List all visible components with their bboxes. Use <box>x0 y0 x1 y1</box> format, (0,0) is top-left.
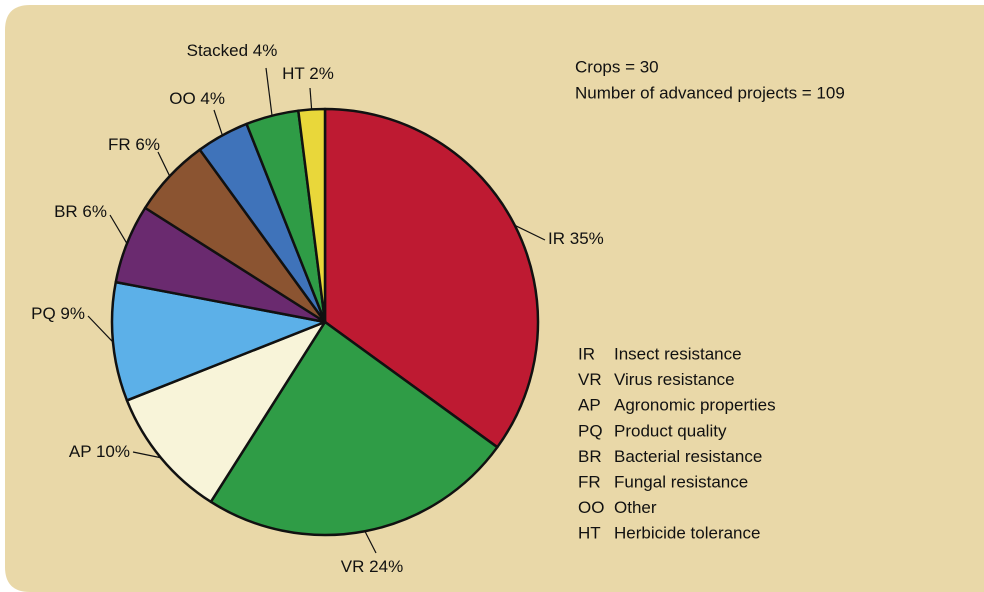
pie-slice <box>297 107 327 324</box>
legend-code: PQ <box>578 421 603 440</box>
data-label: Stacked 4% <box>187 41 278 60</box>
label-category: AP <box>69 442 91 461</box>
data-label: FR 6% <box>108 135 160 154</box>
legend-label: Bacterial resistance <box>614 447 762 466</box>
leader-line <box>87 315 114 343</box>
data-label: PQ 9% <box>31 304 85 323</box>
legend-label: Product quality <box>614 421 727 440</box>
legend-code: OO <box>578 498 604 517</box>
leader-line <box>213 109 223 136</box>
pie-slice <box>125 320 327 504</box>
label-category: FR <box>108 135 131 154</box>
label-value: 10% <box>96 442 130 461</box>
pie-slice <box>209 320 499 537</box>
label-value: 6% <box>135 135 160 154</box>
annotation: Crops = 30 <box>575 57 659 76</box>
data-label: IR 35% <box>548 229 604 248</box>
annotation: Number of advanced projects = 109 <box>575 83 845 102</box>
leader-line <box>109 214 128 244</box>
label-category: HT <box>282 64 304 83</box>
legend-label: Agronomic properties <box>614 396 776 415</box>
label-category: IR <box>548 229 565 248</box>
label-value: 35% <box>570 229 604 248</box>
legend-label: Other <box>614 498 657 517</box>
pie-slice <box>323 107 540 449</box>
label-category: VR <box>341 557 365 576</box>
data-label: HT 2% <box>282 64 334 83</box>
label-category: PQ <box>31 304 56 323</box>
leader-line <box>514 224 546 241</box>
label-value: 4% <box>200 89 225 108</box>
legend-code: HT <box>578 524 601 543</box>
label-value: 4% <box>253 41 278 60</box>
pie-slice <box>110 280 327 402</box>
legend-label: Insect resistance <box>614 344 742 363</box>
data-label: VR 24% <box>341 557 403 576</box>
data-label: BR 6% <box>54 202 107 221</box>
legend-label: Herbicide tolerance <box>614 524 760 543</box>
leader-line <box>265 67 273 116</box>
leader-line <box>132 451 162 459</box>
label-value: 6% <box>82 202 107 221</box>
legend-code: IR <box>578 344 595 363</box>
data-label: OO 4% <box>169 89 225 108</box>
leader-line <box>309 87 313 110</box>
data-label: AP 10% <box>69 442 130 461</box>
legend-label: Virus resistance <box>614 370 735 389</box>
label-value: 24% <box>369 557 403 576</box>
legend-code: VR <box>578 370 602 389</box>
legend-code: BR <box>578 447 602 466</box>
label-category: BR <box>54 202 78 221</box>
legend-code: AP <box>578 396 601 415</box>
label-category: Stacked <box>187 41 248 60</box>
label-value: 9% <box>60 304 85 323</box>
leader-line <box>157 151 171 177</box>
legend-label: Fungal resistance <box>614 472 748 491</box>
label-value: 2% <box>309 64 334 83</box>
legend-code: FR <box>578 472 601 491</box>
label-category: OO <box>169 89 195 108</box>
leader-line <box>364 530 377 554</box>
